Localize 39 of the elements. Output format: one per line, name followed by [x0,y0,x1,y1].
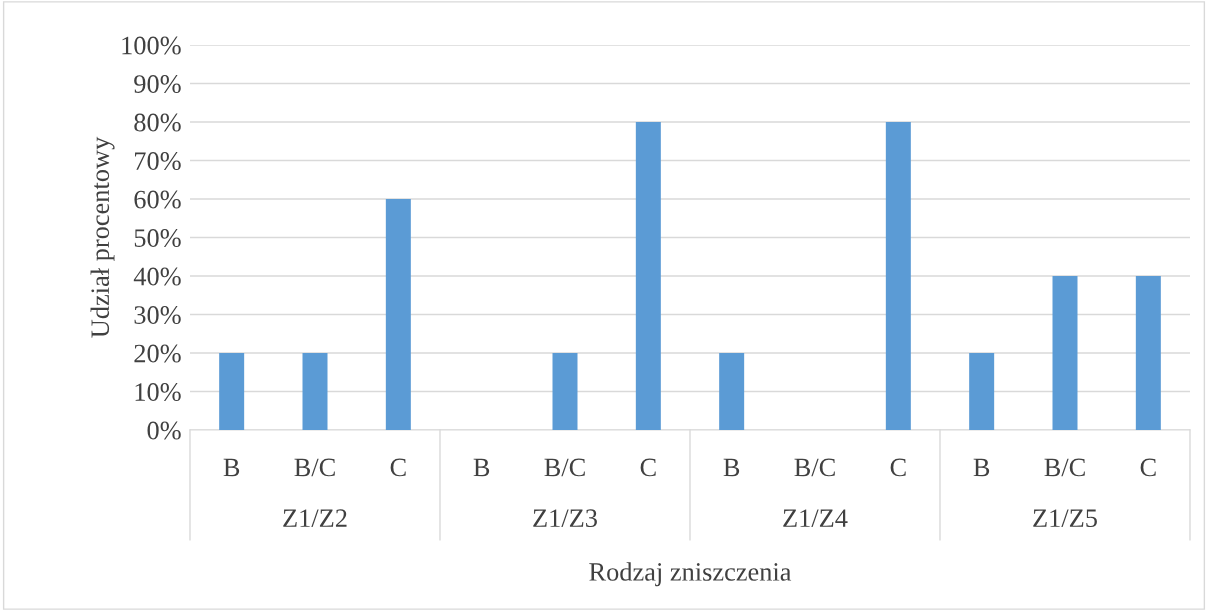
bar [969,353,995,430]
x-tick-label: C [890,458,906,477]
y-tick-label: 50% [134,229,181,247]
text: Z1/Z4 [783,509,848,528]
text: Z1/Z5 [1033,509,1097,528]
y-tick-label: 0% [147,421,181,440]
y-tick-label: 100% [122,36,181,55]
bar [719,353,745,430]
y-tick-label: 70% [135,152,181,170]
x-tick-label: C [1140,458,1156,477]
y-tick-label: 40% [133,267,181,286]
x-tick-label: C [640,458,656,477]
x-tick-label: B [723,458,740,477]
y-tick-label: 60% [134,190,181,209]
text: Z1/Z2 [283,509,347,528]
x-tick-label: B/C [1044,458,1085,477]
bar [219,353,245,430]
text: Z1/Z3 [533,509,597,528]
x-tick-label: B [223,458,240,477]
y-tick-label: 90% [134,75,181,93]
x-tick-label: B/C [794,458,835,477]
bar [302,353,328,430]
x-tick-label: B [473,458,490,477]
y-tick-label: 20% [134,344,181,363]
bar [1135,276,1161,430]
bar [635,122,661,430]
bar [552,353,578,430]
bar [885,122,911,430]
y-tick-label: 30% [134,306,181,324]
x-tick-label: C [390,458,406,477]
x-tick-label: B/C [544,458,585,477]
y-axis-title: Udział procentowy [90,136,115,338]
bar [385,199,411,430]
y-tick-label: 10% [135,383,181,401]
y-tick-label: 80% [134,113,181,132]
x-axis-title: Rodzaj zniszczenia [589,562,792,587]
x-tick-label: B/C [294,458,335,477]
x-tick-label: B [973,458,990,477]
bar [1052,276,1078,430]
